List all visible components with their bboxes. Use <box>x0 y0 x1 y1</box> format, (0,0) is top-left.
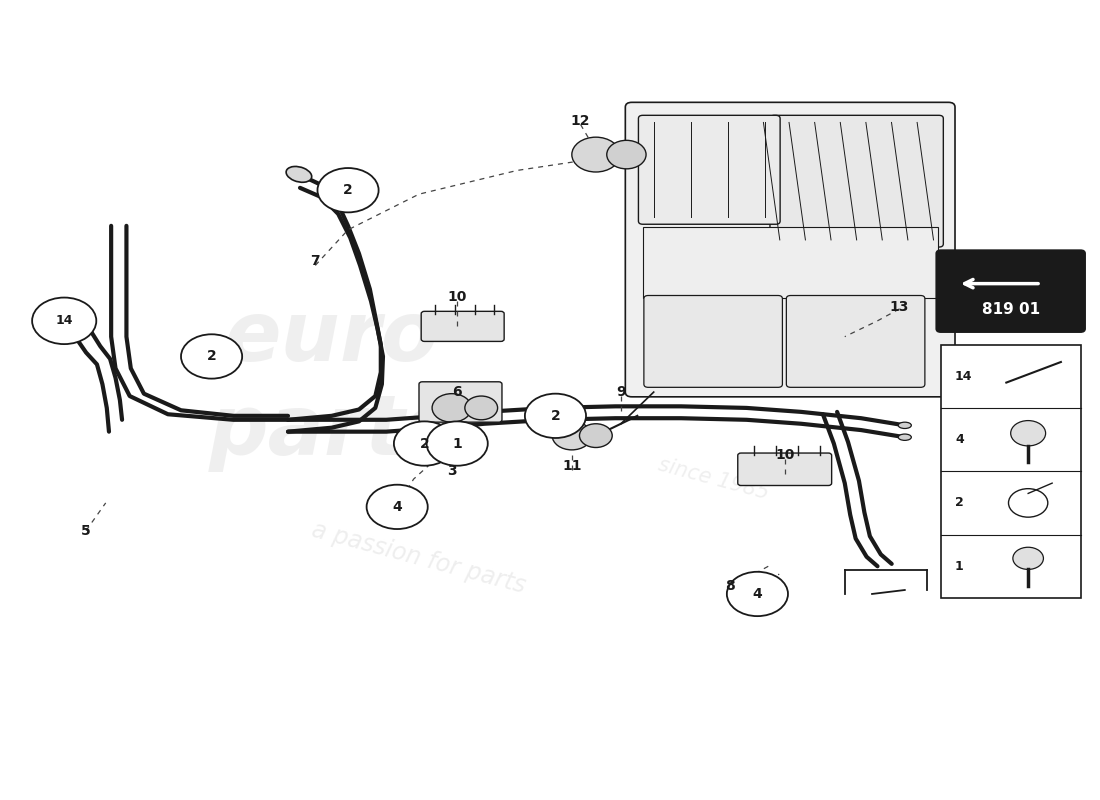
Text: 2: 2 <box>955 497 964 510</box>
Circle shape <box>607 140 646 169</box>
Circle shape <box>1011 421 1046 446</box>
Circle shape <box>580 424 613 447</box>
Circle shape <box>465 396 497 420</box>
Circle shape <box>427 422 487 466</box>
Circle shape <box>572 137 620 172</box>
FancyBboxPatch shape <box>419 382 502 422</box>
Text: 4: 4 <box>393 500 402 514</box>
FancyBboxPatch shape <box>638 115 780 224</box>
Text: 10: 10 <box>448 290 466 304</box>
FancyBboxPatch shape <box>936 250 1085 332</box>
FancyBboxPatch shape <box>786 295 925 387</box>
Text: 9: 9 <box>616 385 626 399</box>
Circle shape <box>727 572 788 616</box>
Text: 2: 2 <box>207 350 217 363</box>
Text: 1: 1 <box>955 560 964 573</box>
Ellipse shape <box>899 422 911 429</box>
FancyBboxPatch shape <box>421 311 504 342</box>
Circle shape <box>32 298 97 344</box>
FancyBboxPatch shape <box>770 115 944 247</box>
Text: 1: 1 <box>452 437 462 450</box>
Text: 6: 6 <box>452 385 462 399</box>
FancyBboxPatch shape <box>738 453 832 486</box>
Text: 14: 14 <box>55 314 73 327</box>
Text: 4: 4 <box>955 433 964 446</box>
Text: 2: 2 <box>419 437 429 450</box>
Text: 10: 10 <box>776 449 794 462</box>
Text: 14: 14 <box>955 370 972 382</box>
Ellipse shape <box>899 434 911 440</box>
Text: 7: 7 <box>310 254 320 269</box>
Circle shape <box>366 485 428 529</box>
Circle shape <box>432 394 472 422</box>
Circle shape <box>525 394 586 438</box>
Circle shape <box>182 334 242 378</box>
Text: 13: 13 <box>890 299 909 314</box>
Circle shape <box>1013 547 1044 570</box>
Bar <box>642 226 937 298</box>
FancyBboxPatch shape <box>625 102 955 397</box>
Text: euro
parts: euro parts <box>208 297 455 471</box>
Text: 2: 2 <box>343 183 353 198</box>
Text: 2: 2 <box>551 409 560 423</box>
Text: 11: 11 <box>562 458 582 473</box>
Ellipse shape <box>64 326 87 339</box>
Text: 12: 12 <box>571 114 591 128</box>
Text: 819 01: 819 01 <box>981 302 1040 318</box>
Circle shape <box>318 168 378 212</box>
Circle shape <box>552 422 592 450</box>
Text: 4: 4 <box>752 587 762 601</box>
Circle shape <box>394 422 455 466</box>
Ellipse shape <box>286 166 311 182</box>
Text: 8: 8 <box>725 579 735 593</box>
Text: 3: 3 <box>447 464 456 478</box>
Text: since 1985: since 1985 <box>657 454 771 503</box>
Text: 5: 5 <box>81 524 91 538</box>
Bar <box>940 345 1080 598</box>
FancyBboxPatch shape <box>644 295 782 387</box>
Text: a passion for parts: a passion for parts <box>309 518 529 598</box>
